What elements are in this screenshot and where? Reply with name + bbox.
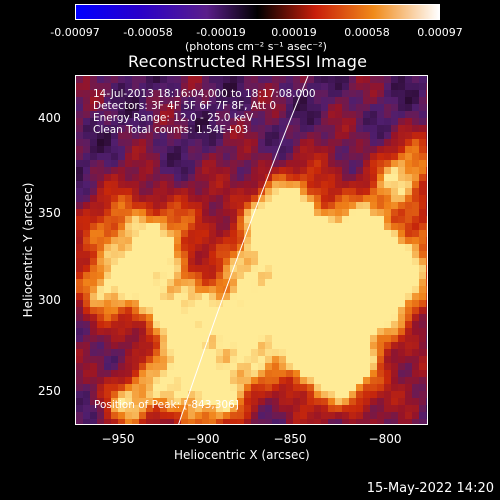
solar-limb <box>178 76 309 424</box>
y-axis-label: Heliocentric Y (arcsec) <box>21 182 35 318</box>
y-tick: 300 <box>38 293 61 307</box>
colorbar-tick: -0.00058 <box>123 26 173 39</box>
y-tick: 250 <box>38 384 61 398</box>
image-heatmap <box>76 76 427 424</box>
info-clean: Clean Total counts: 1.54E+03 <box>93 124 249 136</box>
colorbar-tick: 0.00019 <box>271 26 317 39</box>
rhessi-image: 14-Jul-2013 18:16:04.000 to 18:17:08.000… <box>75 75 428 425</box>
colorbar-tick: 0.00097 <box>417 26 463 39</box>
x-tick: −950 <box>101 432 135 446</box>
footer-date: 15-May-2022 14:20 <box>366 481 494 496</box>
peak-position: Position of Peak: [-843,306] <box>94 399 239 411</box>
x-axis-label: Heliocentric X (arcsec) <box>174 448 310 462</box>
plot-title: Reconstructed RHESSI Image <box>128 52 368 71</box>
colorbar-tick: -0.00097 <box>50 26 100 39</box>
y-tick: 350 <box>38 206 61 220</box>
x-tick: −850 <box>273 432 307 446</box>
y-tick: 400 <box>38 111 61 125</box>
x-tick: −800 <box>368 432 402 446</box>
colorbar-units: (photons cm⁻² s⁻¹ asec⁻²) <box>185 40 327 53</box>
x-tick: −900 <box>186 432 220 446</box>
info-detectors: Detectors: 3F 4F 5F 6F 7F 8F, Att 0 <box>93 100 277 112</box>
info-energy: Energy Range: 12.0 - 25.0 keV <box>93 112 254 124</box>
colorbar-tick: 0.00058 <box>344 26 390 39</box>
colorbar-tick: -0.00019 <box>196 26 246 39</box>
info-time: 14-Jul-2013 18:16:04.000 to 18:17:08.000 <box>93 88 316 100</box>
colorbar <box>75 4 440 20</box>
